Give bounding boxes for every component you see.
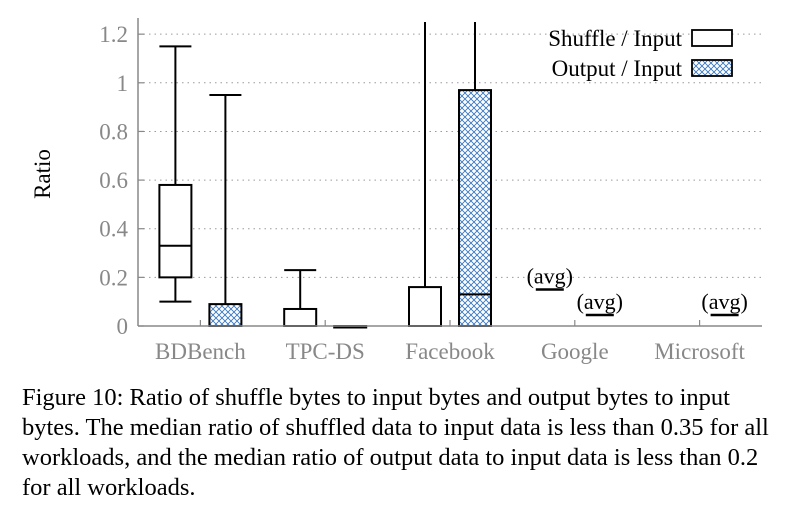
box-plot [283, 269, 318, 328]
box [408, 286, 442, 328]
average-label: (avg) [577, 289, 623, 314]
box [208, 303, 243, 327]
x-tick-label: BDBench [155, 339, 246, 364]
average-label: (avg) [701, 289, 747, 314]
y-tick-label: 1 [117, 71, 129, 96]
box-plot [408, 22, 442, 328]
box-plot [208, 93, 243, 327]
x-tick-label: TPC-DS [286, 339, 365, 364]
y-tick-label: 0.4 [99, 217, 128, 242]
axes: 0 0.2 0.4 0.6 0.8 1 1.2 BDBench TPC-DS Facebook Go… [30, 18, 762, 364]
box [458, 89, 492, 328]
y-tick-label: 0.8 [99, 119, 128, 144]
y-tick-label: 1.2 [99, 22, 128, 47]
box [283, 307, 318, 328]
x-tick-label: Facebook [405, 339, 495, 364]
plot-marks: (avg)(avg) (avg) [158, 22, 748, 329]
x-tick-label: Google [541, 339, 609, 364]
box-plot [458, 22, 492, 328]
legend: Shuffle / Input Output / Input [548, 26, 733, 81]
average-label: (avg) [527, 264, 573, 289]
y-tick-label: 0.6 [99, 168, 128, 193]
box-plot [158, 45, 193, 303]
y-tick-label: 0 [117, 314, 129, 339]
box [158, 183, 193, 279]
chart: (avg)(avg) (avg) 00.20.40.60.811.2BDBench… [30, 18, 762, 364]
legend-swatch [691, 29, 733, 47]
y-axis-label: Ratio [30, 149, 55, 199]
y-tick-label: 0.2 [99, 265, 128, 290]
legend-label: Shuffle / Input [548, 26, 682, 51]
x-tick-label: Microsoft [654, 339, 745, 364]
figure-caption: Figure 10: Ratio of shuffle bytes to inp… [22, 384, 769, 501]
legend-swatch [691, 59, 733, 77]
legend-label: Output / Input [552, 56, 683, 81]
